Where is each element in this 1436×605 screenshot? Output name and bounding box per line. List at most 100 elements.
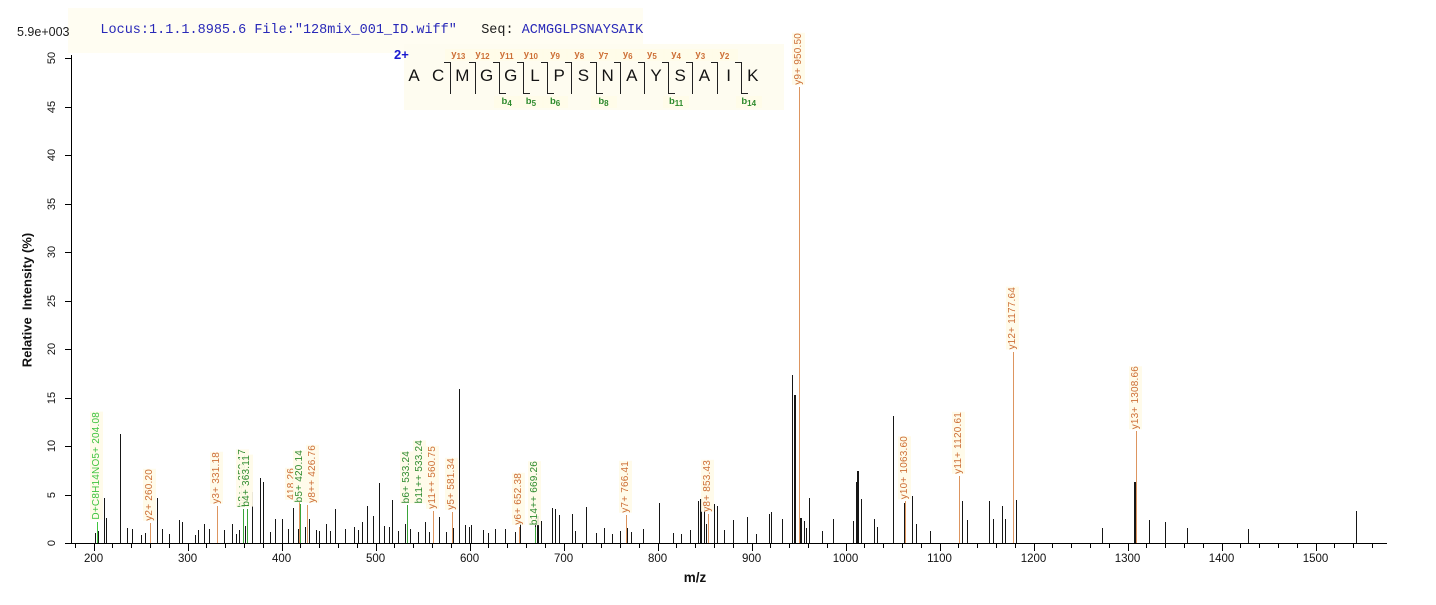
cut-bottom-tick xyxy=(499,93,506,94)
x-tick-minor xyxy=(732,544,734,548)
x-tick-minor xyxy=(619,544,621,548)
x-tick-minor xyxy=(413,544,415,548)
x-tick-label: 1400 xyxy=(1208,553,1235,565)
x-tick-minor xyxy=(995,544,997,548)
peak xyxy=(732,519,734,543)
peak xyxy=(966,519,968,543)
peak xyxy=(231,523,233,543)
ion-number: 10 xyxy=(529,52,538,61)
peak xyxy=(612,534,614,543)
x-tick-label: 400 xyxy=(271,553,292,565)
y-tick-label-text: 0 xyxy=(46,539,58,547)
peak xyxy=(197,530,199,543)
peak xyxy=(833,518,835,543)
residue-letter: P xyxy=(553,66,565,85)
peak xyxy=(367,506,369,543)
x-tick-minor xyxy=(713,544,715,548)
peak xyxy=(292,508,294,543)
peak xyxy=(392,500,394,543)
y-ion-label: y2 xyxy=(711,49,738,61)
cut-mark xyxy=(589,62,603,94)
x-tick-minor xyxy=(582,544,584,548)
annotation-line xyxy=(150,522,152,543)
peak xyxy=(892,415,894,543)
x-tick-major xyxy=(1033,544,1035,551)
peak xyxy=(555,509,557,543)
x-tick-minor xyxy=(525,544,527,548)
peak xyxy=(853,520,855,543)
peak xyxy=(140,535,142,543)
residue-letter: S xyxy=(674,66,686,85)
annotation-label: y5+ 581.34 xyxy=(445,458,459,510)
x-tick-minor xyxy=(131,544,133,548)
peak xyxy=(179,519,181,543)
cut-vline xyxy=(619,62,621,94)
x-tick-minor xyxy=(225,544,227,548)
x-tick-minor xyxy=(1089,544,1091,548)
x-tick-major xyxy=(1221,544,1223,551)
cut-top-tick xyxy=(444,62,451,63)
peak xyxy=(962,501,964,543)
ion-number: 2 xyxy=(724,52,730,61)
annotation-line xyxy=(246,509,248,543)
peak xyxy=(98,531,100,543)
peak xyxy=(756,534,758,543)
peak xyxy=(903,503,905,543)
cut-top-tick xyxy=(637,62,644,63)
peak xyxy=(1186,528,1188,543)
y-tick-label-text: 15 xyxy=(46,391,58,404)
peak xyxy=(388,527,390,543)
peak xyxy=(372,515,374,543)
annotation-line xyxy=(432,510,434,543)
cut-vline xyxy=(716,62,718,94)
cut-top-tick xyxy=(686,62,693,63)
residue-letter: G xyxy=(504,66,518,85)
x-tick-minor xyxy=(168,544,170,548)
residue-letter: I xyxy=(726,66,731,85)
x-tick-minor xyxy=(262,544,264,548)
x-tick-major xyxy=(939,544,941,551)
peak xyxy=(132,529,134,543)
x-tick-minor xyxy=(394,544,396,548)
peak xyxy=(195,535,197,543)
x-tick-minor xyxy=(356,544,358,548)
annotation-line xyxy=(534,527,536,543)
y-tick xyxy=(65,58,71,59)
y-ion-label: y11 xyxy=(493,49,520,61)
peak xyxy=(236,534,238,543)
x-tick-minor xyxy=(431,544,433,548)
residue-letter: A xyxy=(408,66,420,85)
x-axis-label: m/z xyxy=(683,570,707,585)
annotation-label: b11++ 533.24 xyxy=(412,439,426,504)
peak xyxy=(989,501,991,543)
peak xyxy=(1165,521,1167,543)
cut-mark xyxy=(468,62,482,94)
peak xyxy=(494,529,496,543)
x-tick-minor xyxy=(74,544,76,548)
cut-mark xyxy=(492,62,506,94)
peak xyxy=(681,534,683,543)
x-tick-minor xyxy=(676,544,678,548)
x-tick-label: 1200 xyxy=(1020,553,1047,565)
peak xyxy=(535,517,537,543)
peak xyxy=(319,531,321,543)
y-tick xyxy=(65,494,71,496)
cut-bottom-tick xyxy=(548,93,555,94)
y-axis-line xyxy=(71,55,72,544)
cut-top-tick xyxy=(468,62,475,63)
peak xyxy=(379,482,381,543)
peak xyxy=(558,514,560,543)
cut-vline xyxy=(522,62,524,94)
residue-letter: M xyxy=(455,66,470,85)
x-tick-label: 200 xyxy=(83,553,104,565)
annotation-label: y10+ 1063.60 xyxy=(898,436,912,500)
ion-number: 5 xyxy=(652,52,657,61)
residue-letter: K xyxy=(747,66,759,85)
x-tick-major xyxy=(1127,544,1129,551)
x-tick-label: 1300 xyxy=(1114,553,1141,565)
x-tick-label: 600 xyxy=(459,553,480,565)
peak xyxy=(505,529,507,543)
cut-vline xyxy=(595,62,597,94)
cut-vline xyxy=(571,62,573,94)
